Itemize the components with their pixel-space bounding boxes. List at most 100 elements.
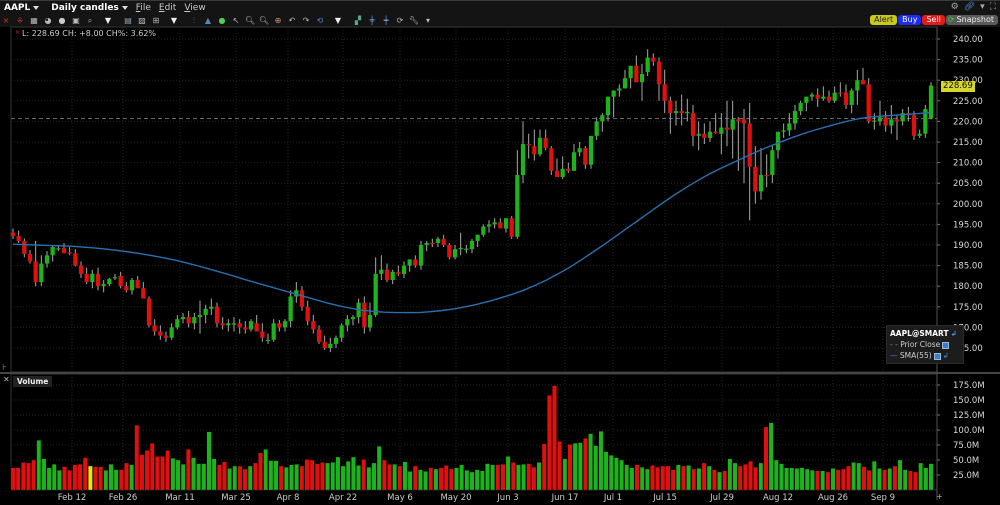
volume-bar xyxy=(722,470,728,491)
candle-body xyxy=(707,131,713,138)
price-axis-label: 210.00 xyxy=(953,159,983,169)
volume-bar xyxy=(15,467,21,491)
checkbox-icon[interactable] xyxy=(933,352,941,360)
volume-bar xyxy=(160,456,165,491)
candle-body xyxy=(180,317,186,320)
symbol-selector[interactable]: AAPL xyxy=(4,3,40,13)
volume-bar xyxy=(629,467,635,491)
caret-down-icon[interactable]: ▼ xyxy=(170,15,178,25)
bars-icon[interactable]: ⫶ xyxy=(193,15,195,25)
candle-body xyxy=(214,306,220,324)
arrow-icon[interactable]: ↲ xyxy=(950,329,957,338)
candle-body xyxy=(537,137,543,155)
candle-body xyxy=(118,275,123,287)
sell-button[interactable]: Sell xyxy=(922,15,945,25)
volume-bar xyxy=(614,457,619,491)
snapshot-button[interactable]: ⟳ Snapshot xyxy=(945,15,998,25)
menu-edit[interactable]: Edit xyxy=(158,3,177,13)
image-icon[interactable]: ▣ xyxy=(72,15,80,25)
volume-bar xyxy=(686,465,691,491)
volume-bar xyxy=(108,464,114,491)
candle-body xyxy=(424,242,429,245)
volume-bar xyxy=(624,464,630,491)
checkbox-icon[interactable] xyxy=(942,341,950,349)
grid-icon[interactable]: ▦ xyxy=(30,15,38,25)
link-icon[interactable]: 🔗︎ xyxy=(963,2,976,12)
zoom-out-icon[interactable]: 🔍︎ xyxy=(258,15,270,25)
add-panel-icon[interactable]: + xyxy=(936,492,943,501)
alert-button[interactable]: Alert xyxy=(870,15,898,25)
volume-axis-label: 125.0M xyxy=(953,411,985,421)
fullscreen-icon[interactable]: ⛶ xyxy=(989,2,996,12)
crosshair-v-icon[interactable]: ╪ xyxy=(369,15,375,25)
chart-icon[interactable]: ▨ xyxy=(138,15,146,25)
volume-bar xyxy=(675,464,681,491)
candle-body xyxy=(792,111,798,124)
ruler-icon[interactable]: ▞ xyxy=(354,15,362,25)
undo-icon[interactable]: ↶ xyxy=(288,15,296,25)
chart-type-selector[interactable]: Daily candles xyxy=(51,3,128,13)
caret-down-icon[interactable]: ▼ xyxy=(334,15,342,25)
volume-bar xyxy=(877,468,882,491)
volume-bar xyxy=(897,459,903,491)
date-axis-label: Jul 29 xyxy=(709,493,734,503)
volume-bar xyxy=(88,465,93,491)
buy-button[interactable]: Buy xyxy=(898,15,922,25)
volume-bar xyxy=(51,464,57,491)
draw-icon[interactable]: ↖ xyxy=(232,15,240,25)
caret-down-icon[interactable]: ▾ xyxy=(980,2,985,12)
close-icon[interactable]: × xyxy=(15,29,21,36)
arrow-icon[interactable]: ↲ xyxy=(942,351,949,360)
legend-item-sma: — SMA(55) ↲ xyxy=(890,351,949,360)
volume-bar xyxy=(825,471,831,491)
gear-icon[interactable]: ⚙ xyxy=(950,2,959,12)
mountain-icon[interactable]: ▲ xyxy=(204,15,212,25)
candle-body xyxy=(662,84,667,101)
volume-bar xyxy=(227,468,232,491)
snapshot-label: Snapshot xyxy=(956,15,994,24)
close-volume-icon[interactable]: ✕ xyxy=(3,375,10,384)
candle-body xyxy=(894,119,900,122)
date-axis-label: Mar 25 xyxy=(221,493,251,503)
candle-body xyxy=(634,65,639,83)
caret-down-icon[interactable]: ▼ xyxy=(104,15,112,25)
globe-icon[interactable]: ◕ xyxy=(44,15,52,25)
target-icon[interactable]: ⊕ xyxy=(274,15,282,25)
sync-icon[interactable]: ⟳ xyxy=(396,15,404,25)
candle-body xyxy=(639,74,645,83)
volume-axis-label: 100.0M xyxy=(953,426,985,436)
volume-bar xyxy=(505,456,511,491)
candle-body xyxy=(611,90,616,97)
volume-bar xyxy=(268,460,274,491)
menu-view[interactable]: View xyxy=(184,3,206,13)
layout-icon[interactable]: ▤ xyxy=(124,15,132,25)
candle-body xyxy=(163,335,169,338)
grid-4-icon[interactable]: ⊞ xyxy=(152,15,160,25)
crosshair-h-icon[interactable]: ┿ xyxy=(383,15,389,25)
volume-bar xyxy=(428,467,434,491)
volume-bar xyxy=(536,462,542,491)
redo-icon[interactable]: ↷ xyxy=(302,15,310,25)
candle-body xyxy=(452,249,458,258)
volume-bar xyxy=(753,467,758,491)
zoom-in-icon[interactable]: 🔍︎ xyxy=(244,15,256,25)
close-icon[interactable]: × xyxy=(2,15,10,25)
date-axis-label: May 20 xyxy=(440,493,471,503)
circle-icon[interactable]: ● xyxy=(58,15,66,25)
caret-down-icon[interactable]: ▾ xyxy=(425,15,430,25)
candle-body xyxy=(33,261,38,283)
date-axis-label: Apr 8 xyxy=(277,493,300,503)
volume-bar xyxy=(165,450,171,491)
date-axis-label: Jul 1 xyxy=(603,493,622,503)
volume-bar xyxy=(247,465,253,491)
zoom-search-icon[interactable]: ⌕ xyxy=(87,15,93,25)
volume-bar xyxy=(129,464,134,491)
crosshair-icon[interactable]: ⁜ xyxy=(16,15,24,25)
green-dot-icon[interactable]: ● xyxy=(218,15,226,25)
wrench-icon[interactable]: 🔧︎ xyxy=(408,15,420,25)
menu-file[interactable]: File xyxy=(135,3,151,13)
candle-body xyxy=(464,248,469,250)
refresh-icon[interactable]: ⟲ xyxy=(316,15,324,25)
volume-bar xyxy=(557,441,562,491)
